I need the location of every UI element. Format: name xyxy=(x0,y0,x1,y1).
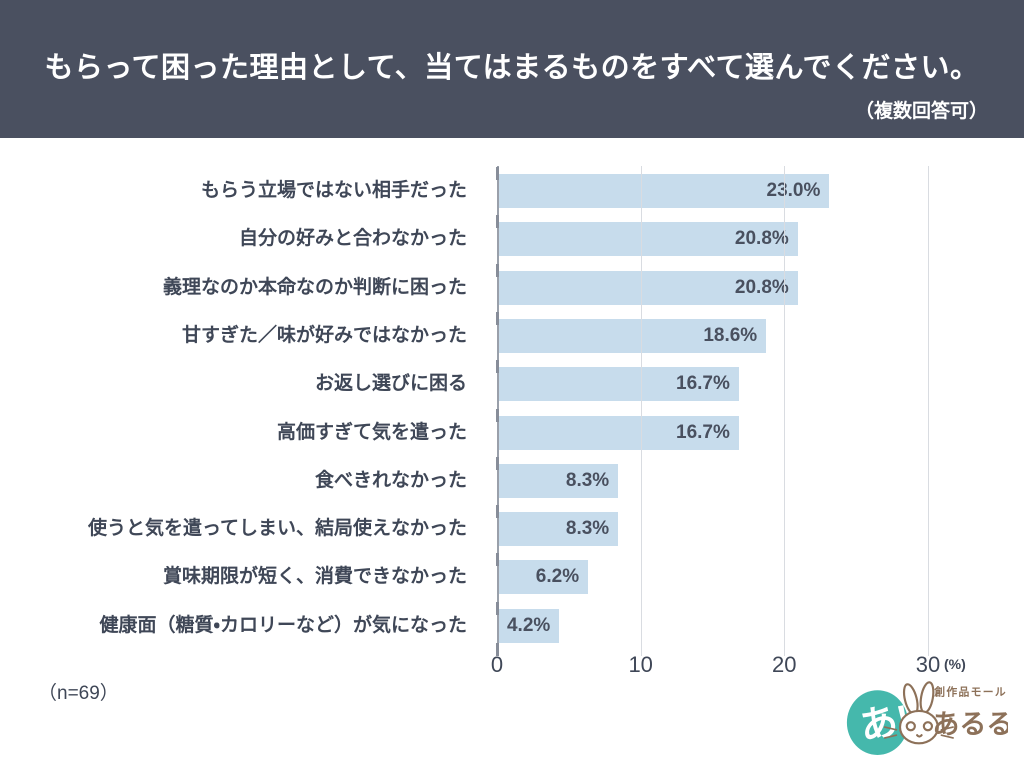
bar: 8.3% xyxy=(499,512,619,547)
bar: 16.7% xyxy=(499,415,739,450)
gridline xyxy=(640,166,642,656)
sample-size-label: （n=69） xyxy=(38,683,119,704)
x-axis-tick-labels: 0 10 20 30 xyxy=(491,652,997,682)
y-axis-tick xyxy=(496,642,499,656)
bar: 4.2% xyxy=(499,608,560,643)
header-band: もらって困った理由として、当てはまるものをすべて選んでください。 （複数回答可） xyxy=(0,0,1024,138)
bar-category-label: 使うと気を遣ってしまい、結局使えなかった xyxy=(87,518,467,540)
y-axis-tick xyxy=(496,215,499,229)
bar-value-label: 4.2% xyxy=(506,614,551,636)
bar-value-label: 20.8% xyxy=(734,276,789,298)
y-axis-line xyxy=(497,166,499,650)
category-labels: もらう立場ではない相手だった自分の好みと合わなかった義理なのか本命なのか判断に困… xyxy=(0,166,483,648)
bar-value-label: 16.7% xyxy=(676,373,730,395)
bar: 8.3% xyxy=(499,463,619,498)
gridline xyxy=(928,166,929,656)
y-axis-tick xyxy=(496,408,499,422)
bar: 20.8% xyxy=(499,222,798,257)
bar-category-label: お返し選びに困る xyxy=(314,373,467,395)
bar: 20.8% xyxy=(499,270,798,305)
bar-value-label: 8.3% xyxy=(565,469,610,491)
bar-value-label: 16.7% xyxy=(676,421,730,443)
bar-category-label: 義理なのか本命なのか判断に困った xyxy=(162,276,467,298)
x-axis-tick-label: 0 xyxy=(490,652,504,677)
x-axis-tick-label: 30 xyxy=(915,652,941,677)
rabbit-icon xyxy=(883,681,954,745)
y-axis-tick xyxy=(496,553,499,567)
bar-value-label: 20.8% xyxy=(734,228,789,250)
bar-value-label: 6.2% xyxy=(535,566,580,588)
bar-category-label: 高価すぎて気を遣った xyxy=(276,421,467,443)
bar-category-label: もらう立場ではない相手だった xyxy=(200,180,467,201)
bar-category-label: 甘すぎた／味が好みではなかった xyxy=(181,324,467,346)
logo-name: あるる xyxy=(932,709,1008,739)
plot-area: 23.0% 20.8% 20.8% 18.6% 16.7% 16.7% 8.3% 8.3% 6.… xyxy=(496,166,977,656)
y-axis-tick xyxy=(496,505,499,519)
page-subtitle: （複数回答可） xyxy=(854,101,988,122)
bar-category-label: 自分の好みと合わなかった xyxy=(238,228,467,250)
y-axis-tick xyxy=(496,311,499,325)
y-axis-tick xyxy=(496,360,499,374)
bar: 6.2% xyxy=(499,560,589,595)
y-axis-tick xyxy=(496,167,499,180)
y-axis-tick xyxy=(496,456,499,470)
y-axis-tick xyxy=(496,263,499,277)
bar-category-label: 健康面（糖質・カロリーなど）が気になった xyxy=(99,614,467,636)
y-axis-tick xyxy=(496,601,499,615)
bar-value-label: 8.3% xyxy=(565,518,610,540)
bar-value-label: 18.6% xyxy=(703,324,758,346)
bar-category-label: 賞味期限が短く、消費できなかった xyxy=(162,566,467,588)
page-title: もらって困った理由として、当てはまるものをすべて選んでください。 xyxy=(44,52,980,84)
bar-value-label: 23.0% xyxy=(766,180,821,201)
logo-badge-circle xyxy=(846,690,909,755)
logo-tagline: 創作品モール xyxy=(933,686,1007,699)
aruru-logo: あ! 創作品モール あるる xyxy=(846,681,1008,755)
x-axis-unit-label: (%) xyxy=(944,656,966,672)
bar: 23.0% xyxy=(499,174,830,208)
gridline xyxy=(784,166,786,656)
x-axis-tick-label: 20 xyxy=(772,652,797,677)
x-axis-tick-label: 10 xyxy=(628,652,653,677)
bar-category-label: 食べきれなかった xyxy=(314,469,467,491)
bar: 16.7% xyxy=(499,367,739,402)
bar: 18.6% xyxy=(499,318,767,353)
